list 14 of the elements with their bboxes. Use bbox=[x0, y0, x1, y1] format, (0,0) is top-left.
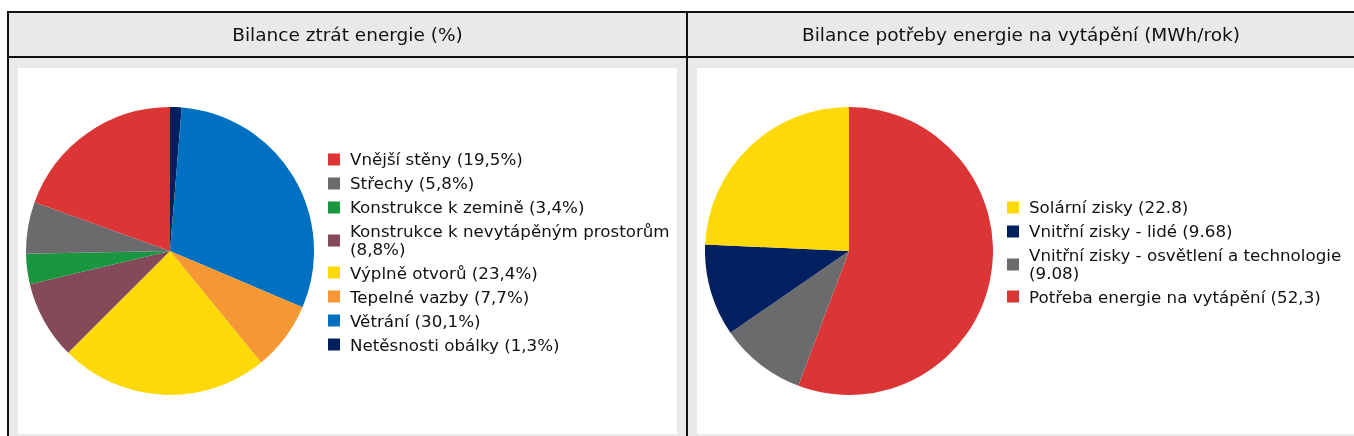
legend-label: Tepelné vazby (7,7%) bbox=[350, 286, 530, 306]
legend-label: Vnitřní zisky - osvětlení a technologie (9.08) bbox=[1029, 244, 1343, 282]
legend-label: Vnější stěny (19,5%) bbox=[350, 148, 523, 169]
legend-label: Výplně otvorů (23,4%) bbox=[350, 262, 538, 282]
legend-label: Střechy (5,8%) bbox=[350, 172, 475, 193]
legend-label: Netěsnosti obálky (1,3%) bbox=[350, 334, 560, 354]
legend-label: Potřeba energie na vytápění (52,3) bbox=[1029, 286, 1321, 306]
chart-title: Bilance potřeby energie na vytápění (MWh/rok) bbox=[688, 13, 1354, 58]
legend-label: Větrání (30,1%) bbox=[350, 310, 481, 330]
legend-label: Konstrukce k zemině (3,4%) bbox=[350, 196, 585, 217]
legend-label: Vnitřní zisky - lidé (9.68) bbox=[1029, 220, 1233, 241]
legend-label: Konstrukce k nevytápěným prostorům (8,8%) bbox=[350, 220, 671, 258]
chart-title: Bilance ztrát energie (%) bbox=[9, 13, 686, 58]
legend-label: Solární zisky (22.8) bbox=[1029, 196, 1189, 217]
